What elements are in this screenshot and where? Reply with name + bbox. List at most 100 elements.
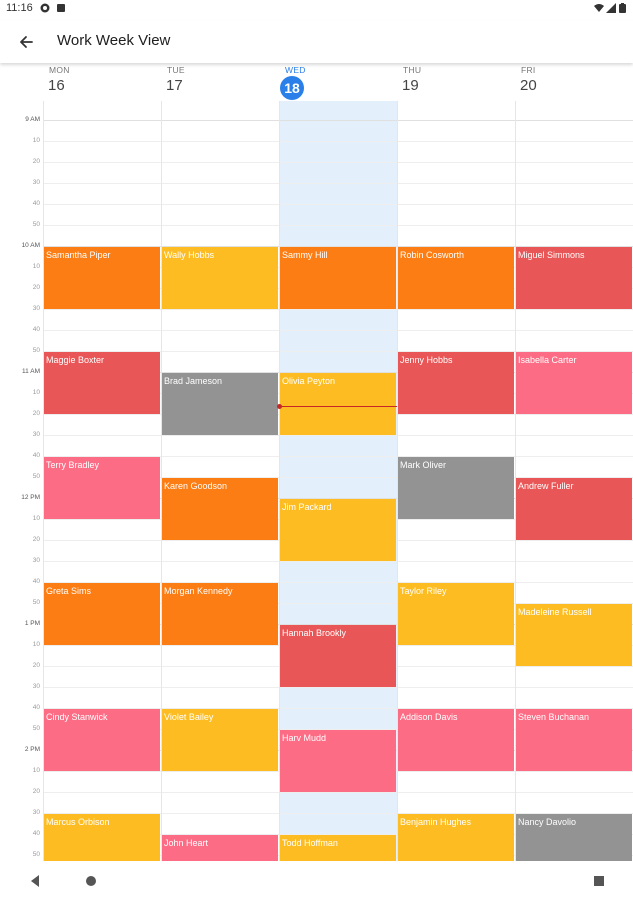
- appointment[interactable]: Samantha Piper: [44, 247, 160, 309]
- grid-line: [43, 435, 633, 436]
- appointment[interactable]: Harv Mudd: [280, 730, 396, 792]
- arrow-back-icon[interactable]: [12, 28, 40, 56]
- day-header-mon[interactable]: MON 16: [43, 63, 161, 101]
- time-label: 30: [32, 557, 40, 564]
- day-name: THU: [403, 65, 422, 75]
- wifi-icon: [594, 4, 604, 12]
- appointment[interactable]: Nancy Davolio: [516, 814, 632, 861]
- column-divider: [43, 101, 44, 861]
- day-number: 19: [402, 77, 419, 94]
- grid-line: [43, 708, 633, 709]
- time-label: 40: [32, 830, 40, 837]
- appointment[interactable]: Marcus Orbison: [44, 814, 160, 861]
- column-divider: [161, 101, 162, 861]
- day-number: 17: [166, 77, 183, 94]
- nav-back-icon[interactable]: [27, 873, 43, 889]
- time-label: 20: [32, 788, 40, 795]
- time-label: 50: [32, 473, 40, 480]
- grid-line: [43, 225, 633, 226]
- time-label: 40: [32, 326, 40, 333]
- appointment[interactable]: Terry Bradley: [44, 457, 160, 519]
- status-notification-icon: [57, 4, 65, 12]
- time-label: 10: [32, 641, 40, 648]
- appointment[interactable]: Greta Sims: [44, 583, 160, 645]
- appointment[interactable]: Cindy Stanwick: [44, 709, 160, 771]
- appointment[interactable]: Benjamin Hughes: [398, 814, 514, 861]
- time-label: 20: [32, 284, 40, 291]
- time-label: 20: [32, 536, 40, 543]
- day-name: WED: [285, 65, 306, 75]
- time-label: 12 PM: [21, 494, 40, 501]
- appointment[interactable]: Andrew Fuller: [516, 478, 632, 540]
- appointment[interactable]: Steven Buchanan: [516, 709, 632, 771]
- grid-line: [43, 834, 633, 835]
- time-label: 10: [32, 767, 40, 774]
- appointment[interactable]: Mark Oliver: [398, 457, 514, 519]
- grid-line: [43, 162, 633, 163]
- grid-line: [43, 477, 633, 478]
- day-header-tue[interactable]: TUE 17: [161, 63, 279, 101]
- grid-line: [43, 582, 633, 583]
- appointment[interactable]: Robin Cosworth: [398, 247, 514, 309]
- appointment[interactable]: Brad Jameson: [162, 373, 278, 435]
- time-label: 10: [32, 137, 40, 144]
- appointment[interactable]: Violet Bailey: [162, 709, 278, 771]
- appointment[interactable]: Olivia Peyton: [280, 373, 396, 435]
- appointment[interactable]: Madeleine Russell: [516, 604, 632, 666]
- day-name: MON: [49, 65, 70, 75]
- time-label: 30: [32, 683, 40, 690]
- column-divider: [515, 101, 516, 861]
- time-label: 10 AM: [21, 242, 40, 249]
- grid-line: [43, 330, 633, 331]
- appointment[interactable]: Maggie Boxter: [44, 352, 160, 414]
- time-label: 20: [32, 158, 40, 165]
- signal-icon: [606, 3, 616, 13]
- grid-line: [43, 309, 633, 310]
- time-label: 9 AM: [25, 116, 40, 123]
- time-label: 10: [32, 389, 40, 396]
- grid-line: [43, 498, 633, 499]
- day-header-fri[interactable]: FRI 20: [515, 63, 633, 101]
- day-header-wed[interactable]: WED 18: [279, 63, 397, 101]
- current-time-dot: [277, 403, 282, 409]
- appointment[interactable]: Miguel Simmons: [516, 247, 632, 309]
- day-number: 16: [48, 77, 65, 94]
- grid-line: [43, 792, 633, 793]
- appointment[interactable]: Taylor Riley: [398, 583, 514, 645]
- time-label: 2 PM: [24, 746, 40, 753]
- time-label: 20: [32, 410, 40, 417]
- appointment[interactable]: Isabella Carter: [516, 352, 632, 414]
- status-time: 11:16: [6, 2, 33, 14]
- calendar-grid[interactable]: 9 AM 10 20 30 40 50 10 AM 10 20 30 40 50 11 AM 10 20 30…: [0, 101, 633, 861]
- appointment[interactable]: Todd Hoffman: [280, 835, 396, 861]
- appointment[interactable]: Wally Hobbs: [162, 247, 278, 309]
- grid-line: [43, 456, 633, 457]
- time-label: 40: [32, 704, 40, 711]
- day-name: TUE: [167, 65, 185, 75]
- grid-line: [43, 120, 633, 121]
- appointment[interactable]: Jenny Hobbs: [398, 352, 514, 414]
- appointment[interactable]: Sammy Hill: [280, 247, 396, 309]
- time-label: 30: [32, 809, 40, 816]
- appointment[interactable]: Hannah Brookly: [280, 625, 396, 687]
- time-label: 50: [32, 725, 40, 732]
- grid-line: [43, 603, 633, 604]
- time-label: 1 PM: [24, 620, 40, 627]
- day-header-thu[interactable]: THU 19: [397, 63, 515, 101]
- time-label: 40: [32, 578, 40, 585]
- appointment[interactable]: Karen Goodson: [162, 478, 278, 540]
- time-label: 10: [32, 263, 40, 270]
- appointment[interactable]: John Heart: [162, 835, 278, 861]
- status-bar: 11:16: [0, 0, 633, 20]
- grid-line: [43, 204, 633, 205]
- current-time-line: [279, 405, 397, 407]
- time-label: 50: [32, 599, 40, 606]
- appointment[interactable]: Jim Packard: [280, 499, 396, 561]
- appointment[interactable]: Morgan Kennedy: [162, 583, 278, 645]
- app-bar: Work Week View: [0, 20, 633, 63]
- nav-home-icon[interactable]: [83, 873, 99, 889]
- appointment[interactable]: Addison Davis: [398, 709, 514, 771]
- grid-line: [43, 351, 633, 352]
- nav-recents-icon[interactable]: [591, 873, 607, 889]
- time-label: 11 AM: [22, 368, 40, 375]
